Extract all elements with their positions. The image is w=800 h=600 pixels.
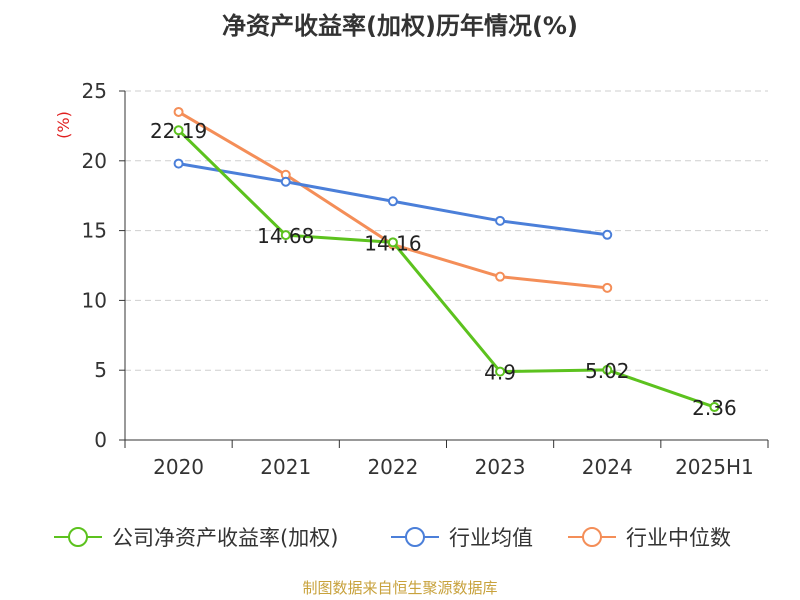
legend-marker	[405, 527, 425, 547]
source-note: 制图数据来自恒生聚源数据库	[302, 579, 498, 597]
y-axis-label: (%)	[54, 111, 73, 139]
data-point	[173, 125, 184, 136]
y-tick-label: 0	[94, 428, 107, 452]
legend-marker	[582, 527, 602, 547]
data-point	[709, 402, 720, 413]
data-point	[495, 366, 506, 377]
data-point	[173, 158, 184, 169]
data-point	[387, 196, 398, 207]
data-label: 2.36	[692, 396, 737, 420]
data-label: 22.19	[150, 119, 207, 143]
data-label: 5.02	[585, 359, 630, 383]
y-tick-label: 15	[82, 219, 107, 243]
data-point	[173, 106, 184, 117]
data-point	[495, 271, 506, 282]
x-tick-label: 2024	[582, 455, 633, 479]
data-label: 14.16	[364, 231, 421, 255]
series-line	[177, 129, 715, 409]
data-point	[495, 215, 506, 226]
data-label: 14.68	[257, 224, 314, 248]
y-tick-label: 10	[82, 288, 107, 312]
y-tick-label: 5	[94, 358, 107, 382]
data-point	[602, 229, 613, 240]
data-label: 4.9	[484, 361, 516, 385]
chart-title: 净资产收益率(加权)历年情况(%)	[222, 12, 578, 40]
x-tick-label: 2021	[260, 455, 311, 479]
x-tick-label: 2020	[153, 455, 204, 479]
x-tick-label: 2025H1	[675, 455, 754, 479]
data-point	[280, 230, 291, 241]
y-tick-label: 25	[82, 79, 107, 103]
y-tick-label: 20	[82, 149, 107, 173]
x-tick-label: 2022	[367, 455, 418, 479]
legend-label: 公司净资产收益率(加权)	[112, 526, 338, 550]
legend-label: 行业中位数	[626, 526, 731, 550]
data-point	[387, 237, 398, 248]
data-point	[602, 282, 613, 293]
data-point	[280, 176, 291, 187]
legend-label: 行业均值	[449, 526, 533, 550]
data-point	[602, 364, 613, 375]
legend-marker	[68, 527, 88, 547]
x-tick-label: 2023	[475, 455, 526, 479]
